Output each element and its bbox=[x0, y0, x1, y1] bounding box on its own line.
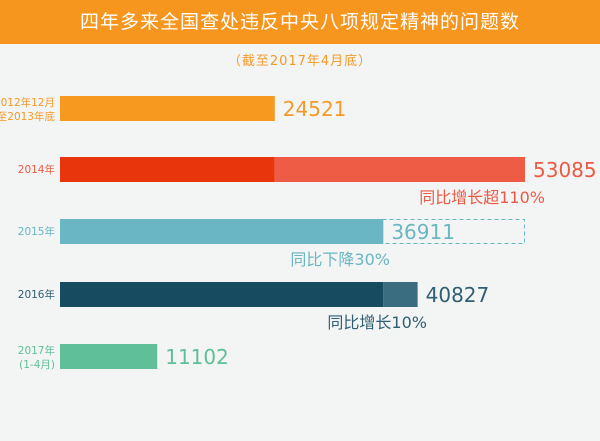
chart-title: 四年多来全国查处违反中央八项规定精神的问题数 bbox=[0, 0, 600, 44]
category-label: 2012年12月 bbox=[0, 96, 55, 109]
category-label: 2017年 bbox=[18, 344, 55, 357]
value-label: 36911 bbox=[391, 220, 455, 244]
category-label: 至2013年底 bbox=[0, 110, 55, 123]
bar-increment bbox=[274, 157, 525, 182]
category-label: 2015年 bbox=[18, 225, 55, 238]
value-label: 11102 bbox=[165, 345, 229, 369]
bar bbox=[60, 157, 275, 182]
bar bbox=[60, 219, 384, 244]
annotation: 同比下降30% bbox=[290, 250, 390, 269]
bar bbox=[60, 344, 158, 369]
bar bbox=[60, 96, 275, 121]
bar-increment bbox=[383, 282, 418, 307]
category-label: 2016年 bbox=[18, 288, 55, 301]
value-label: 40827 bbox=[426, 283, 490, 307]
value-label: 24521 bbox=[283, 97, 347, 121]
value-label: 53085 bbox=[533, 158, 597, 182]
annotation: 同比增长10% bbox=[327, 313, 427, 332]
category-label: 2014年 bbox=[18, 163, 55, 176]
chart-subtitle: （截至2017年4月底） bbox=[227, 54, 373, 69]
bar bbox=[60, 282, 384, 307]
annotation: 同比增长超110% bbox=[419, 188, 545, 207]
category-label: (1-4月) bbox=[19, 359, 55, 371]
